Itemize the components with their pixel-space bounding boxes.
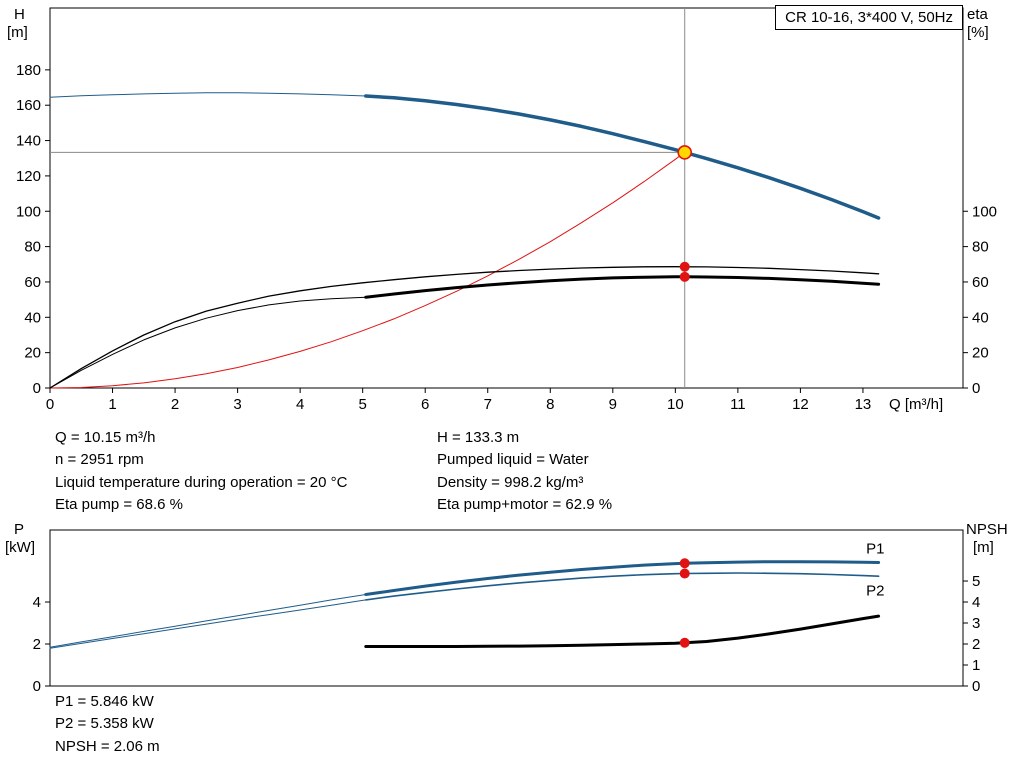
annotation-npsh: NPSH = 2.06 m [55, 737, 160, 755]
curve-label-p1: P1 [866, 540, 884, 557]
head-curve [364, 94, 881, 220]
annotation-p1: P1 = 5.846 kW [55, 693, 154, 710]
x-tick-label: 1 [108, 396, 116, 413]
duty-point[interactable] [677, 145, 693, 160]
x-tick-label: 10 [667, 396, 684, 413]
eta-pump-curve [49, 266, 880, 389]
y-left-tick-label: 0 [33, 380, 41, 397]
npsh-axis-unit: [m] [973, 539, 994, 556]
y-right-tick-label: 2 [972, 636, 980, 653]
x-axis-unit-label: Q [m³/h] [889, 396, 943, 413]
y-right-tick-label: 0 [972, 380, 980, 397]
eta-pump-motor-curve-thin [49, 296, 367, 389]
p2-curve-thin [49, 599, 367, 649]
eta-pump-motor-point [679, 271, 690, 282]
y-right-tick-label: 0 [972, 678, 980, 695]
y-left-tick-label: 0 [33, 678, 41, 695]
x-tick-label: 5 [358, 396, 366, 413]
annotation-liquid: Pumped liquid = Water [437, 451, 589, 469]
y-right-tick-label: 100 [972, 203, 997, 220]
npsh-axis-label: NPSH [966, 521, 1008, 538]
head-axis-label: H [14, 6, 25, 23]
x-tick-label: 9 [609, 396, 617, 413]
eta-axis-unit: [%] [967, 24, 989, 41]
y-right-tick-label: 4 [972, 594, 980, 611]
head-axis-unit: [m] [7, 24, 28, 41]
pump-title-box: CR 10-16, 3*400 V, 50Hz [775, 5, 963, 30]
y-right-tick-label: 5 [972, 573, 980, 590]
annotation-eta-pump: Eta pump = 68.6 % [55, 496, 183, 514]
x-tick-label: 2 [171, 396, 179, 413]
y-left-tick-label: 2 [33, 636, 41, 653]
curve-label-p2: P2 [866, 582, 884, 599]
y-right-tick-label: 80 [972, 239, 989, 256]
y-left-tick-label: 4 [33, 594, 41, 611]
x-tick-label: 4 [296, 396, 304, 413]
annotation-p2: P2 = 5.358 kW [55, 715, 154, 733]
p1-curve [364, 560, 881, 596]
npsh-point [679, 637, 690, 648]
y-left-tick-label: 160 [16, 97, 41, 114]
y-right-tick-label: 60 [972, 274, 989, 291]
duty-annotations-left: Q = 10.15 m³/h n = 2951 rpm Liquid tempe… [55, 427, 347, 517]
x-tick-label: 8 [546, 396, 554, 413]
y-right-tick-label: 1 [972, 657, 980, 674]
pump-title: CR 10-16, 3*400 V, 50Hz [785, 9, 953, 26]
power-axis-label: P [14, 521, 25, 538]
eta-pump-motor-curve [364, 275, 881, 299]
duty-annotations-right: H = 133.3 m Pumped liquid = Water Densit… [437, 427, 612, 517]
annotation-eta-pump-motor: Eta pump+motor = 62.9 % [437, 496, 613, 514]
x-tick-label: 13 [855, 396, 872, 413]
power-annotations: P1 = 5.846 kW P2 = 5.358 kW NPSH = 2.06 … [55, 691, 160, 758]
y-left-tick-label: 180 [16, 62, 41, 79]
x-tick-label: 3 [233, 396, 241, 413]
y-left-tick-label: 40 [24, 309, 41, 326]
x-tick-label: 6 [421, 396, 429, 413]
head-curve-thin [49, 92, 367, 98]
y-left-tick-label: 60 [24, 274, 41, 291]
annotation-flow: Q = 10.15 m³/h [55, 429, 156, 446]
y-left-tick-label: 100 [16, 203, 41, 220]
y-right-tick-label: 40 [972, 309, 989, 326]
power-npsh-chart-plot-area[interactable] [49, 529, 964, 687]
annotation-density: Density = 998.2 kg/m³ [437, 473, 584, 491]
y-left-tick-label: 120 [16, 168, 41, 185]
x-tick-label: 0 [46, 396, 54, 413]
p2-curve [364, 572, 880, 601]
p1-point [679, 558, 690, 569]
y-left-tick-label: 140 [16, 133, 41, 150]
y-right-tick-label: 20 [972, 345, 989, 362]
power-axis-unit: [kW] [5, 539, 35, 556]
y-left-tick-label: 80 [24, 239, 41, 256]
eta-pump-point [679, 261, 690, 272]
x-tick-label: 11 [730, 396, 746, 413]
p1-curve-thin [49, 594, 367, 648]
annotation-temperature: Liquid temperature during operation = 20… [55, 473, 348, 491]
annotation-speed: n = 2951 rpm [55, 451, 144, 469]
eta-axis-label: eta [967, 6, 988, 23]
annotation-head: H = 133.3 m [437, 429, 520, 446]
npsh-curve [364, 614, 881, 648]
head-efficiency-chart-plot-area[interactable] [49, 7, 964, 389]
p2-point [679, 568, 690, 579]
x-tick-label: 12 [792, 396, 809, 413]
system-resistance-curve [49, 151, 686, 389]
x-tick-label: 7 [484, 396, 492, 413]
y-right-tick-label: 3 [972, 615, 980, 632]
y-left-tick-label: 20 [24, 345, 41, 362]
